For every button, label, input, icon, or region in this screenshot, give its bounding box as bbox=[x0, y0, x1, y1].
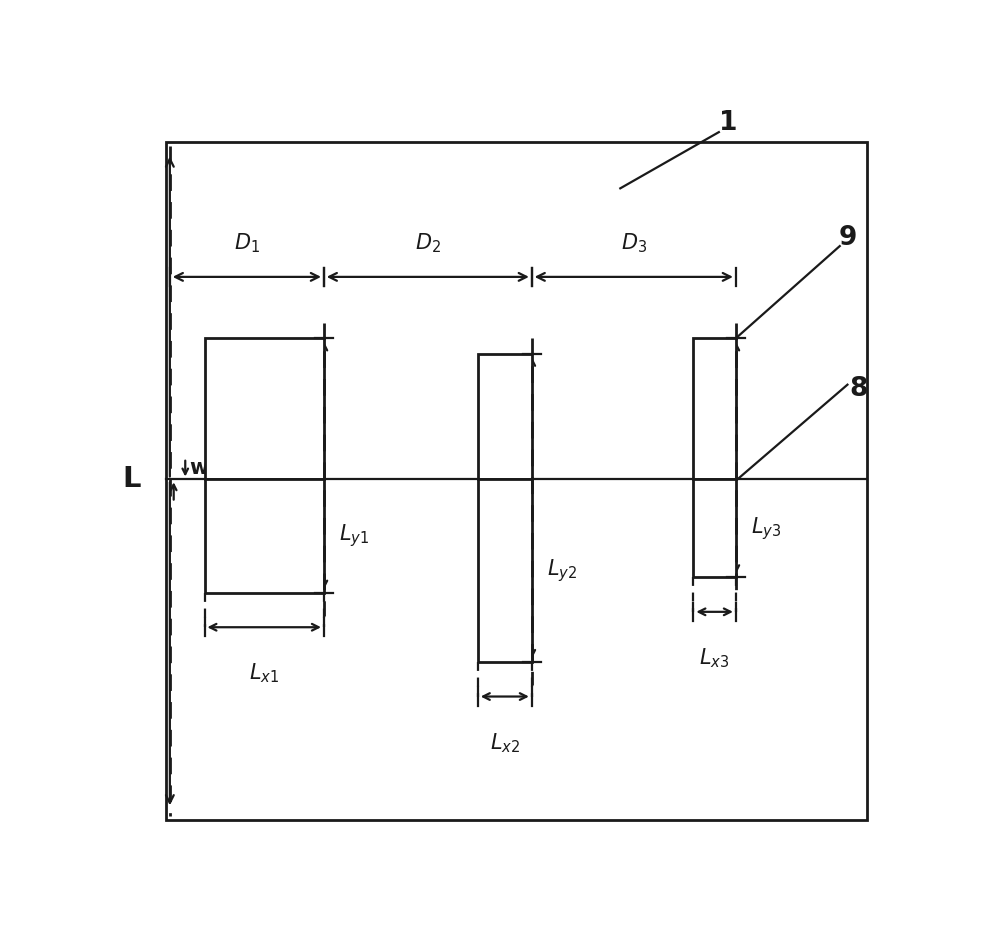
Text: $L_{x2}$: $L_{x2}$ bbox=[490, 731, 520, 755]
Text: $L_{y3}$: $L_{y3}$ bbox=[751, 515, 781, 542]
Text: $L_{x3}$: $L_{x3}$ bbox=[699, 647, 730, 670]
Bar bbox=[693, 338, 736, 479]
Text: 1: 1 bbox=[719, 110, 737, 135]
Text: 9: 9 bbox=[838, 225, 857, 251]
Text: 8: 8 bbox=[850, 376, 868, 402]
Text: L: L bbox=[122, 465, 141, 493]
Text: $L_{x1}$: $L_{x1}$ bbox=[249, 662, 279, 686]
Text: $D_1$: $D_1$ bbox=[234, 232, 260, 256]
Text: $L_{y1}$: $L_{y1}$ bbox=[339, 523, 369, 549]
Bar bbox=[478, 354, 532, 479]
Bar bbox=[693, 479, 736, 577]
Text: w: w bbox=[189, 457, 208, 478]
Bar bbox=[478, 479, 532, 662]
Bar bbox=[205, 338, 324, 479]
Text: $D_2$: $D_2$ bbox=[415, 232, 441, 256]
Bar bbox=[205, 479, 324, 593]
Text: $D_3$: $D_3$ bbox=[621, 232, 647, 256]
Text: $L_{y2}$: $L_{y2}$ bbox=[547, 557, 577, 584]
